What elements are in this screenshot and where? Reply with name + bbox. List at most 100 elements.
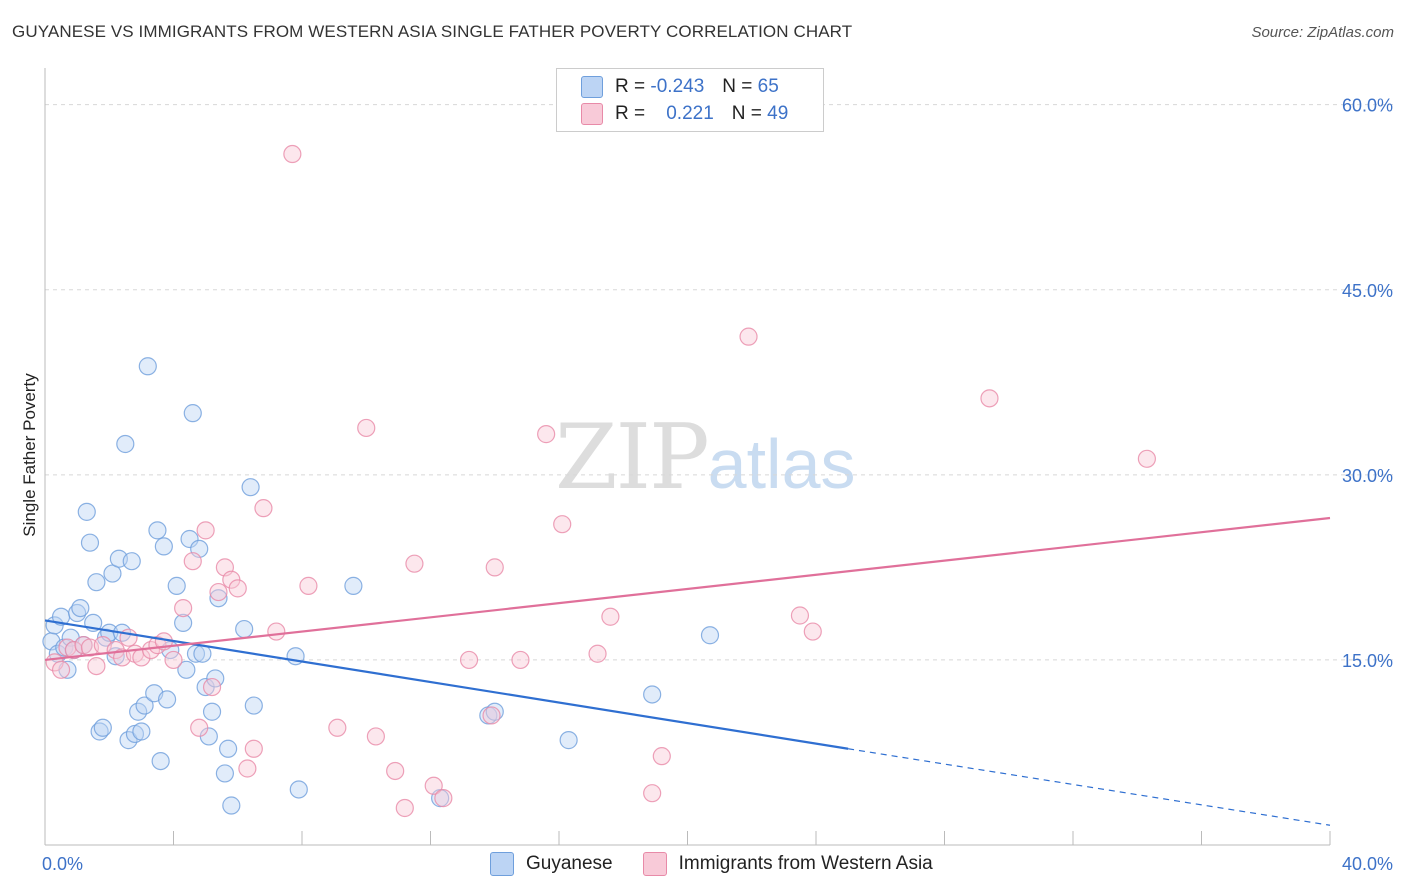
- western-asia-point: [485, 558, 504, 577]
- legend-n-value-guyanese: 65: [757, 76, 779, 97]
- guyanese-point: [183, 404, 202, 423]
- western-asia-point: [244, 739, 263, 758]
- western-asia-point: [511, 650, 530, 670]
- western-asia-point: [238, 759, 257, 778]
- western-asia-point: [357, 418, 376, 438]
- western-asia-point: [405, 554, 424, 573]
- guyanese-point: [177, 660, 196, 679]
- guyanese-point: [151, 751, 170, 771]
- guyanese-point: [132, 722, 151, 741]
- legend-n-label: N =: [722, 76, 753, 97]
- legend-swatch-western-asia: [642, 852, 667, 876]
- legend-label-guyanese: Guyanese: [526, 853, 613, 874]
- western-asia-point: [51, 660, 71, 679]
- guyanese-point: [157, 690, 177, 709]
- guyanese-point: [167, 576, 186, 595]
- y-tick-label: 15.0%: [1342, 651, 1393, 671]
- guyanese-point: [122, 552, 141, 571]
- western-asia-point: [190, 718, 209, 737]
- western-asia-point: [643, 784, 662, 803]
- guyanese-point: [68, 603, 87, 623]
- y-tick-label: 45.0%: [1342, 281, 1393, 301]
- guyanese-trend-line: [44, 619, 849, 750]
- chart-title: GUYANESE VS IMMIGRANTS FROM WESTERN ASIA…: [12, 22, 853, 41]
- series-legend: Guyanese Immigrants from Western Asia: [490, 852, 933, 876]
- legend-r-label: R =: [615, 103, 646, 124]
- guyanese-point: [87, 573, 106, 592]
- western-asia-point: [174, 598, 193, 618]
- y-tick-label: 30.0%: [1342, 466, 1393, 486]
- western-asia-point: [652, 747, 671, 766]
- western-asia-point: [283, 144, 302, 164]
- western-asia-point: [803, 622, 822, 641]
- legend-swatch-guyanese: [581, 76, 603, 98]
- guyanese-point: [80, 533, 100, 552]
- guyanese-point: [71, 598, 90, 618]
- guyanese-point: [209, 589, 228, 608]
- watermark: ZIPatlas: [555, 405, 856, 510]
- guyanese-point: [344, 576, 363, 595]
- guyanese-point: [643, 685, 662, 704]
- guyanese-point: [700, 626, 720, 645]
- western-asia-point: [328, 718, 347, 737]
- western-asia-point: [299, 576, 318, 595]
- legend-r-value-western-asia: 0.221: [666, 103, 714, 124]
- legend-label-western-asia: Immigrants from Western Asia: [678, 853, 933, 874]
- western-asia-point: [366, 727, 385, 746]
- legend-r-value-guyanese: -0.243: [650, 76, 705, 97]
- guyanese-point: [154, 537, 173, 556]
- legend-row-western-asia: R = 0.221 N = 49: [581, 102, 788, 126]
- legend-n-label: N =: [731, 103, 762, 124]
- guyanese-point: [174, 613, 193, 633]
- western-asia-point: [228, 579, 247, 598]
- western-asia-point: [106, 640, 125, 660]
- guyanese-point: [219, 739, 238, 758]
- guyanese-point: [138, 357, 157, 376]
- y-tick-label: 60.0%: [1342, 96, 1393, 116]
- legend-n-value-western-asia: 49: [767, 103, 789, 124]
- western-asia-point: [537, 425, 556, 444]
- guyanese-point: [241, 478, 260, 497]
- legend-swatch-guyanese: [490, 852, 514, 876]
- guyanese-trend-extension: [848, 748, 1331, 826]
- western-asia-point: [386, 761, 405, 781]
- western-asia-point: [1137, 449, 1156, 468]
- western-asia-point: [434, 789, 453, 808]
- western-asia-point: [482, 706, 501, 725]
- western-asia-point: [790, 606, 810, 625]
- legend-row-guyanese: R = -0.243 N = 65: [581, 75, 779, 99]
- western-asia-point: [209, 582, 228, 602]
- x-tick-label: 40.0%: [1342, 854, 1393, 874]
- western-asia-point: [588, 644, 607, 663]
- western-asia-point: [459, 650, 479, 670]
- guyanese-point: [559, 731, 578, 750]
- western-asia-point: [395, 798, 414, 818]
- watermark-zip: ZIP: [555, 405, 710, 510]
- guyanese-point: [93, 718, 112, 737]
- western-asia-point: [424, 776, 443, 795]
- western-asia-point: [553, 515, 572, 534]
- guyanese-point: [202, 702, 222, 721]
- guyanese-point: [77, 502, 96, 521]
- western-asia-point: [183, 552, 202, 571]
- guyanese-point: [148, 521, 167, 540]
- source-label: Source: ZipAtlas.com: [1251, 24, 1394, 41]
- western-asia-point: [196, 521, 215, 540]
- watermark-atlas: atlas: [707, 425, 856, 503]
- guyanese-point: [235, 619, 254, 639]
- guyanese-point: [180, 529, 199, 549]
- western-asia-point: [980, 389, 999, 408]
- western-asia-trend-line: [44, 516, 1331, 662]
- guyanese-point: [116, 434, 135, 454]
- western-asia-point: [164, 650, 183, 670]
- western-asia-point: [267, 622, 286, 641]
- stats-legend: R = -0.243 N = 65 R = 0.221 N = 49: [556, 68, 824, 132]
- western-asia-point: [87, 656, 106, 676]
- western-asia-point: [254, 499, 273, 518]
- guyanese-point: [289, 780, 308, 799]
- guyanese-point: [222, 796, 241, 815]
- western-asia-point: [601, 607, 620, 626]
- western-asia-point: [739, 327, 758, 346]
- guyanese-point: [193, 644, 212, 663]
